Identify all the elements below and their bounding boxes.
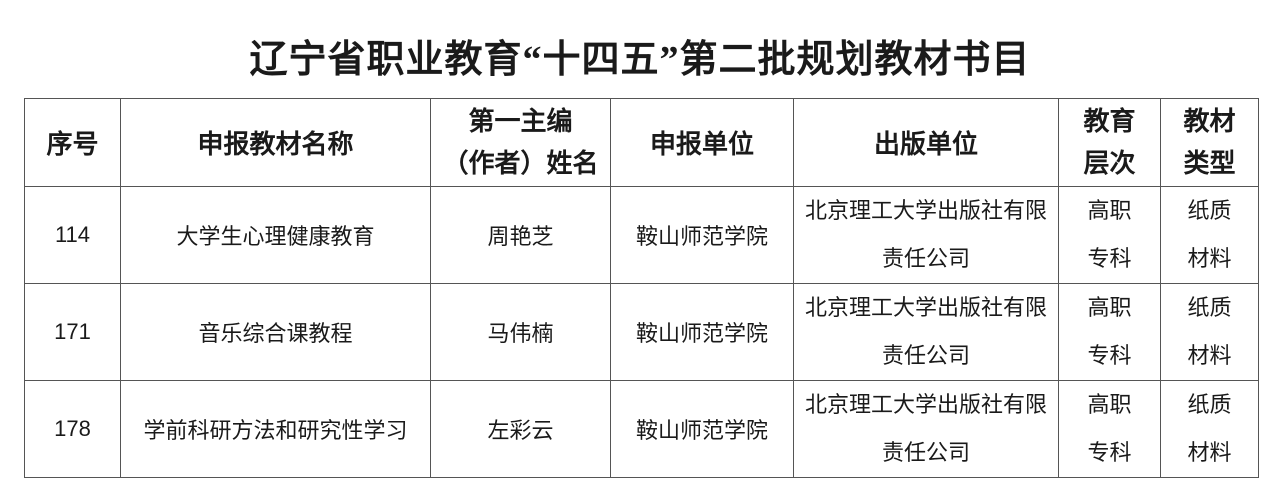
table-row: 178 学前科研方法和研究性学习 左彩云 鞍山师范学院 北京理工大学出版社有限 … [24, 380, 1259, 478]
cell-publisher-line2: 责任公司 [881, 343, 970, 368]
cell-publisher-line1: 北京理工大学出版社有限 [804, 295, 1047, 320]
column-header-type-line1: 教材 [1183, 106, 1236, 136]
column-header-level-line1: 教育 [1083, 106, 1136, 136]
table-row: 114 大学生心理健康教育 周艳芝 鞍山师范学院 北京理工大学出版社有限 责任公… [24, 186, 1259, 284]
cell-material-type: 纸质 材料 [1160, 186, 1259, 284]
cell-education-level: 高职 专科 [1058, 283, 1161, 381]
cell-level-line2: 专科 [1087, 343, 1132, 368]
column-header-index: 序号 [24, 98, 121, 187]
cell-publisher-line2: 责任公司 [881, 440, 970, 465]
cell-editor: 周艳芝 [430, 186, 611, 284]
cell-education-level: 高职 专科 [1058, 380, 1161, 478]
cell-index: 178 [24, 380, 121, 478]
cell-type-line1: 纸质 [1187, 295, 1232, 320]
cell-publisher: 北京理工大学出版社有限 责任公司 [793, 380, 1059, 478]
cell-publisher: 北京理工大学出版社有限 责任公司 [793, 283, 1059, 381]
cell-type-line2: 材料 [1187, 343, 1232, 368]
table-row: 171 音乐综合课教程 马伟楠 鞍山师范学院 北京理工大学出版社有限 责任公司 … [24, 283, 1259, 381]
cell-editor: 马伟楠 [430, 283, 611, 381]
cell-material-type: 纸质 材料 [1160, 380, 1259, 478]
page-title: 辽宁省职业教育“十四五”第二批规划教材书目 [249, 39, 1031, 81]
column-header-education-level: 教育 层次 [1058, 98, 1161, 187]
cell-education-level: 高职 专科 [1058, 186, 1161, 284]
cell-type-line1: 纸质 [1187, 198, 1232, 223]
cell-publisher-line1: 北京理工大学出版社有限 [804, 198, 1047, 223]
cell-publisher-line2: 责任公司 [881, 246, 970, 271]
column-header-type-line2: 类型 [1183, 148, 1236, 178]
column-header-editor-line2: （作者）姓名 [442, 148, 599, 178]
cell-level-line1: 高职 [1087, 392, 1132, 417]
cell-index: 114 [24, 186, 121, 284]
cell-level-line2: 专科 [1087, 246, 1132, 271]
column-header-material-type: 教材 类型 [1160, 98, 1259, 187]
table-header-row: 序号 申报教材名称 第一主编 （作者）姓名 申报单位 出版单位 教育 层次 教材… [24, 98, 1259, 187]
textbook-table: 序号 申报教材名称 第一主编 （作者）姓名 申报单位 出版单位 教育 层次 教材… [24, 98, 1259, 478]
cell-material-type: 纸质 材料 [1160, 283, 1259, 381]
column-header-editor: 第一主编 （作者）姓名 [430, 98, 611, 187]
column-header-applicant-unit: 申报单位 [610, 98, 794, 187]
column-header-editor-line1: 第一主编 [468, 106, 573, 136]
cell-level-line2: 专科 [1087, 440, 1132, 465]
cell-editor: 左彩云 [430, 380, 611, 478]
cell-applicant-unit: 鞍山师范学院 [610, 380, 794, 478]
cell-level-line1: 高职 [1087, 295, 1132, 320]
column-header-level-line2: 层次 [1083, 148, 1136, 178]
cell-index: 171 [24, 283, 121, 381]
cell-type-line2: 材料 [1187, 440, 1232, 465]
cell-publisher-line1: 北京理工大学出版社有限 [804, 392, 1047, 417]
cell-publisher: 北京理工大学出版社有限 责任公司 [793, 186, 1059, 284]
cell-type-line1: 纸质 [1187, 392, 1232, 417]
column-header-textbook-name: 申报教材名称 [120, 98, 431, 187]
cell-applicant-unit: 鞍山师范学院 [610, 186, 794, 284]
cell-textbook-name: 大学生心理健康教育 [120, 186, 431, 284]
cell-level-line1: 高职 [1087, 198, 1132, 223]
cell-textbook-name: 音乐综合课教程 [120, 283, 431, 381]
cell-type-line2: 材料 [1187, 246, 1232, 271]
cell-textbook-name: 学前科研方法和研究性学习 [120, 380, 431, 478]
cell-applicant-unit: 鞍山师范学院 [610, 283, 794, 381]
column-header-publisher: 出版单位 [793, 98, 1059, 187]
